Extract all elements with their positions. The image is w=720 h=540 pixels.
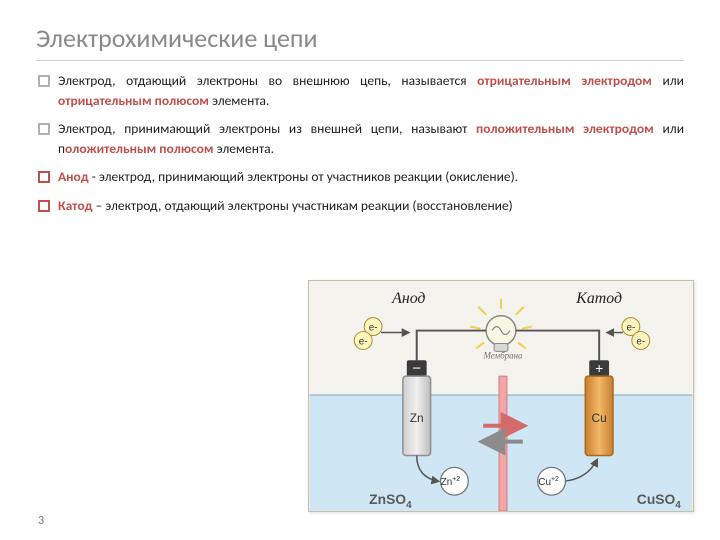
wire-right (516, 331, 599, 361)
list-item: Электрод, принимающий электроны из внешн… (36, 119, 684, 158)
list-item: Анод - электрод, принимающий электроны о… (36, 167, 684, 187)
text: – электрод, отдающий электроны участника… (92, 197, 512, 214)
plus-sign: + (595, 360, 603, 376)
svg-text:e-: e- (636, 336, 645, 347)
list-item: Электрод, отдающий электроны во внешнюю … (36, 71, 684, 110)
wire-left (417, 331, 486, 361)
copper-label: Cu (592, 411, 607, 425)
emphasis: оложительным полюсом (65, 140, 214, 157)
zinc-label: Zn (410, 411, 424, 425)
text: Электрод, отдающий электроны во внешнюю … (58, 72, 477, 89)
page-number: 3 (38, 514, 44, 528)
emphasis: положительным электродом (476, 120, 654, 137)
svg-text:e-: e- (359, 336, 368, 347)
page-title: Электрохимические цепи (36, 22, 684, 61)
text: Электрод, принимающий электроны из внешн… (58, 120, 476, 137)
emphasis: отрицательным электродом (477, 72, 652, 89)
anode-label: Анод (391, 290, 425, 307)
svg-text:e-: e- (626, 323, 635, 334)
cathode-label: Катод (575, 290, 622, 307)
bullet-list: Электрод, отдающий электроны во внешнюю … (36, 71, 684, 215)
emphasis: отрицательным полюсом (58, 92, 209, 109)
term: Анод (58, 168, 89, 185)
electron-group-right: e- e- (622, 318, 650, 350)
minus-sign: − (412, 361, 421, 377)
text: элемента. (214, 140, 274, 157)
text: или (652, 72, 684, 89)
text: - электрод, принимающий электроны от уча… (89, 168, 518, 185)
term: Катод (58, 197, 92, 214)
svg-text:e-: e- (369, 323, 378, 334)
electrochemical-cell-diagram: − + Zn Cu Мембрана e- e- e- e- А (308, 280, 694, 512)
membrane-label: Мембрана (482, 350, 523, 360)
text: элемента. (209, 92, 269, 109)
list-item: Катод – электрод, отдающий электроны уча… (36, 196, 684, 216)
electron-group-left: e- e- (354, 318, 382, 350)
